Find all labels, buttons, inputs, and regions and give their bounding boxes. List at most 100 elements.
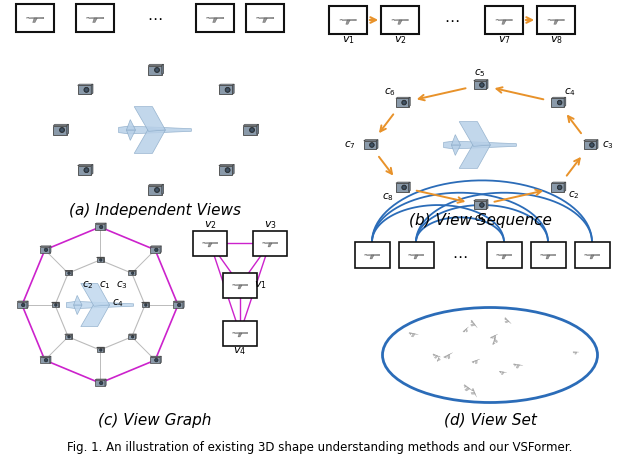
- Polygon shape: [33, 18, 37, 22]
- Polygon shape: [91, 165, 93, 175]
- Polygon shape: [148, 64, 164, 65]
- Circle shape: [403, 101, 405, 104]
- Circle shape: [155, 358, 158, 362]
- Circle shape: [559, 101, 561, 104]
- Bar: [246, 4, 284, 32]
- Text: $c_2$: $c_2$: [82, 279, 94, 291]
- Circle shape: [44, 358, 48, 362]
- Polygon shape: [51, 302, 60, 303]
- Circle shape: [61, 129, 63, 131]
- Polygon shape: [243, 126, 257, 134]
- Polygon shape: [135, 334, 136, 339]
- Polygon shape: [173, 301, 184, 302]
- Polygon shape: [412, 334, 415, 337]
- Polygon shape: [91, 84, 93, 94]
- Polygon shape: [499, 371, 507, 372]
- Bar: [253, 230, 287, 255]
- Circle shape: [250, 128, 255, 133]
- Circle shape: [54, 304, 57, 306]
- Polygon shape: [162, 184, 164, 195]
- Polygon shape: [396, 98, 408, 107]
- Circle shape: [100, 259, 102, 261]
- Polygon shape: [408, 97, 410, 107]
- Polygon shape: [346, 20, 350, 24]
- Polygon shape: [396, 97, 410, 98]
- Polygon shape: [396, 183, 408, 191]
- Polygon shape: [472, 359, 480, 362]
- Circle shape: [481, 84, 483, 86]
- Polygon shape: [160, 356, 161, 363]
- Polygon shape: [435, 356, 438, 358]
- Polygon shape: [596, 140, 598, 149]
- Polygon shape: [148, 186, 162, 195]
- Circle shape: [145, 304, 147, 306]
- Polygon shape: [77, 84, 93, 85]
- Circle shape: [154, 187, 159, 192]
- Polygon shape: [564, 182, 566, 191]
- Polygon shape: [554, 20, 558, 24]
- Circle shape: [84, 168, 89, 173]
- Polygon shape: [150, 246, 161, 247]
- Polygon shape: [444, 353, 452, 358]
- Polygon shape: [50, 356, 51, 363]
- Polygon shape: [183, 301, 184, 308]
- Polygon shape: [465, 329, 468, 332]
- Polygon shape: [472, 388, 477, 397]
- Text: $c_{5}$: $c_{5}$: [474, 67, 486, 79]
- Polygon shape: [238, 333, 242, 337]
- Polygon shape: [516, 365, 520, 368]
- Polygon shape: [486, 80, 488, 89]
- Polygon shape: [148, 184, 164, 186]
- Text: $c_{3}$: $c_{3}$: [602, 139, 614, 151]
- Text: (c) View Graph: (c) View Graph: [99, 413, 212, 427]
- Polygon shape: [493, 342, 495, 344]
- Circle shape: [557, 100, 562, 105]
- Circle shape: [84, 87, 89, 92]
- Text: $v_1$: $v_1$: [342, 34, 355, 46]
- Polygon shape: [340, 19, 356, 21]
- Polygon shape: [27, 301, 28, 308]
- Bar: [537, 6, 575, 34]
- Circle shape: [68, 272, 70, 275]
- Text: $\cdots$: $\cdots$: [147, 11, 163, 26]
- Polygon shape: [58, 302, 60, 307]
- Polygon shape: [219, 85, 232, 94]
- Polygon shape: [548, 19, 564, 21]
- Polygon shape: [148, 302, 149, 307]
- Bar: [193, 230, 227, 255]
- Polygon shape: [472, 389, 474, 391]
- Polygon shape: [502, 255, 506, 259]
- Bar: [223, 320, 257, 345]
- Circle shape: [100, 349, 102, 351]
- Polygon shape: [486, 200, 488, 209]
- Polygon shape: [40, 246, 51, 247]
- Polygon shape: [65, 335, 72, 339]
- Polygon shape: [97, 257, 104, 258]
- Polygon shape: [141, 302, 149, 303]
- Polygon shape: [471, 392, 476, 394]
- Polygon shape: [515, 364, 516, 367]
- Circle shape: [402, 185, 406, 190]
- Circle shape: [559, 186, 561, 189]
- Polygon shape: [95, 379, 106, 380]
- Polygon shape: [584, 140, 598, 141]
- Polygon shape: [476, 360, 477, 364]
- Circle shape: [557, 185, 562, 190]
- Polygon shape: [162, 64, 164, 74]
- Bar: [355, 242, 390, 268]
- Text: Fig. 1. An illustration of existing 3D shape understanding methods and our VSFor: Fig. 1. An illustration of existing 3D s…: [67, 441, 573, 455]
- Text: $\cdots$: $\cdots$: [452, 248, 468, 262]
- Polygon shape: [65, 334, 72, 335]
- Polygon shape: [434, 355, 435, 356]
- Polygon shape: [460, 122, 490, 146]
- Polygon shape: [262, 242, 278, 244]
- Circle shape: [481, 204, 483, 206]
- Polygon shape: [141, 303, 148, 307]
- Polygon shape: [552, 182, 566, 183]
- Polygon shape: [53, 126, 67, 134]
- Polygon shape: [40, 356, 51, 357]
- Polygon shape: [95, 224, 105, 230]
- Polygon shape: [445, 356, 446, 358]
- Text: (b) View Sequence: (b) View Sequence: [408, 213, 552, 228]
- Polygon shape: [219, 84, 234, 85]
